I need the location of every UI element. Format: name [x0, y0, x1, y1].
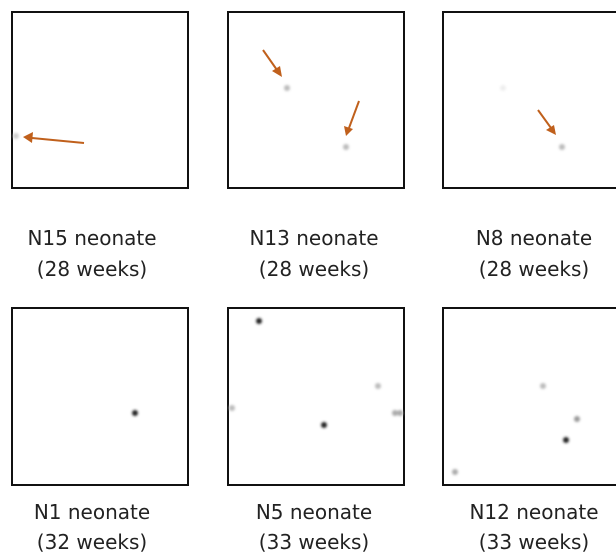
panel-box — [443, 308, 616, 485]
panel-name: N1 neonate — [34, 500, 150, 524]
panel-age: (28 weeks) — [37, 257, 147, 281]
panel-name: N8 neonate — [476, 226, 592, 250]
panel-age: (32 weeks) — [37, 530, 147, 553]
panel-box — [12, 308, 188, 485]
panel-name: N5 neonate — [256, 500, 372, 524]
panel-age: (28 weeks) — [259, 257, 369, 281]
panel-name: N15 neonate — [27, 226, 156, 250]
panel-box — [12, 12, 188, 188]
panel-box — [443, 12, 616, 188]
panel-age: (33 weeks) — [259, 530, 369, 553]
panel-box — [228, 12, 404, 188]
panel-name: N12 neonate — [469, 500, 598, 524]
panel-age: (28 weeks) — [479, 257, 589, 281]
panel-age: (33 weeks) — [479, 530, 589, 553]
figure: N15 neonate (28 weeks) N13 neonate (28 w… — [0, 0, 616, 553]
panel-name: N13 neonate — [249, 226, 378, 250]
panel-box — [228, 308, 404, 485]
